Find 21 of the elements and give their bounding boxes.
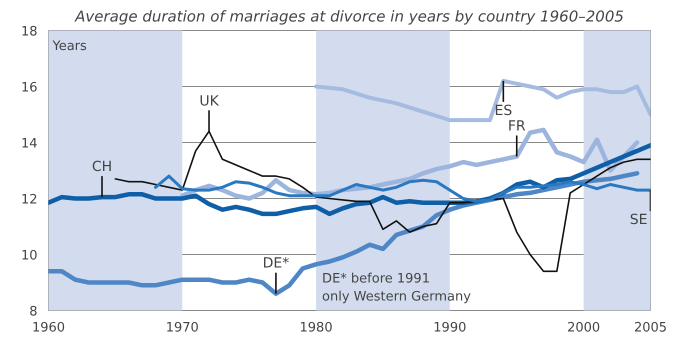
x-tick-label: 2000 — [567, 320, 600, 336]
annotation: FR — [508, 118, 526, 134]
x-tick-label: 1990 — [433, 320, 466, 336]
annotation: SE — [630, 212, 648, 228]
y-tick-label: 16 — [20, 80, 38, 96]
y-tick-label: 8 — [29, 304, 38, 320]
x-tick-label: 1970 — [166, 320, 199, 336]
x-tick-label: 1960 — [32, 320, 66, 336]
annotation: UK — [199, 93, 220, 110]
y-tick-label: 12 — [20, 192, 38, 208]
chart-title: Average duration of marriages at divorce in years by country 1960–2005 — [74, 8, 624, 26]
annotation: DE* — [262, 256, 290, 272]
annotation: ES — [494, 102, 512, 119]
y-tick-label: 14 — [20, 136, 38, 152]
x-tick-label: 1980 — [300, 320, 333, 336]
annotation: DE* before 1991 only Western Germany — [322, 272, 472, 304]
annotation: CH — [92, 159, 112, 176]
x-tick-label: 2005 — [634, 320, 668, 336]
y-tick-label: 10 — [20, 248, 38, 264]
y-tick-label: 18 — [20, 24, 38, 40]
y-axis-title: Years — [52, 39, 88, 54]
